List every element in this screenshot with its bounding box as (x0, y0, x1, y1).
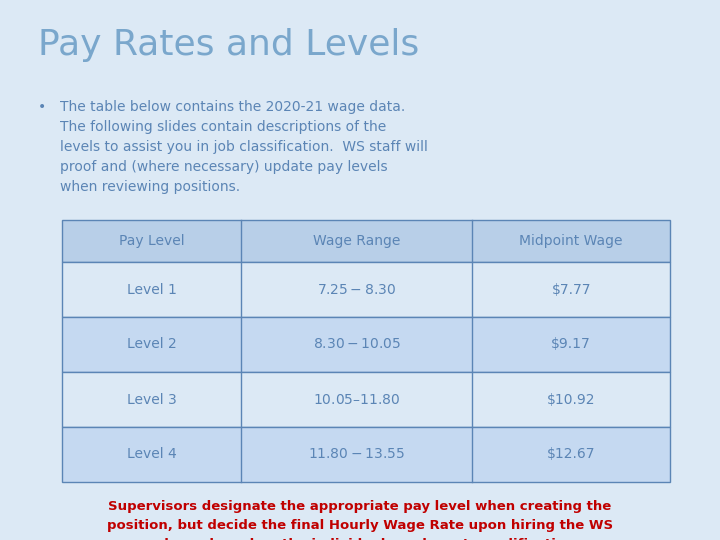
Bar (62, 372, 670, 427)
Text: Wage Range: Wage Range (313, 234, 400, 248)
Text: $12.67: $12.67 (547, 448, 595, 462)
Bar (62, 427, 670, 482)
Text: The table below contains the 2020-21 wage data.
The following slides contain des: The table below contains the 2020-21 wag… (60, 100, 428, 194)
Bar (62, 220, 670, 262)
Text: Level 2: Level 2 (127, 338, 176, 352)
Text: $7.77: $7.77 (552, 282, 591, 296)
Text: Midpoint Wage: Midpoint Wage (519, 234, 623, 248)
Text: Pay Level: Pay Level (119, 234, 184, 248)
Text: Supervisors designate the appropriate pay level when creating the
position, but : Supervisors designate the appropriate pa… (107, 500, 613, 540)
Text: $7.25 - $8.30: $7.25 - $8.30 (318, 282, 397, 296)
Text: Level 4: Level 4 (127, 448, 176, 462)
Text: Level 1: Level 1 (127, 282, 176, 296)
Text: •: • (38, 100, 46, 114)
Bar (62, 262, 670, 317)
Text: $9.17: $9.17 (552, 338, 591, 352)
Text: Pay Rates and Levels: Pay Rates and Levels (38, 28, 419, 62)
Text: $10.05 – $11.80: $10.05 – $11.80 (313, 393, 400, 407)
Text: $11.80 - $13.55: $11.80 - $13.55 (308, 448, 405, 462)
Text: $8.30 - $10.05: $8.30 - $10.05 (312, 338, 401, 352)
Bar (62, 317, 670, 372)
Text: Level 3: Level 3 (127, 393, 176, 407)
Text: $10.92: $10.92 (547, 393, 595, 407)
